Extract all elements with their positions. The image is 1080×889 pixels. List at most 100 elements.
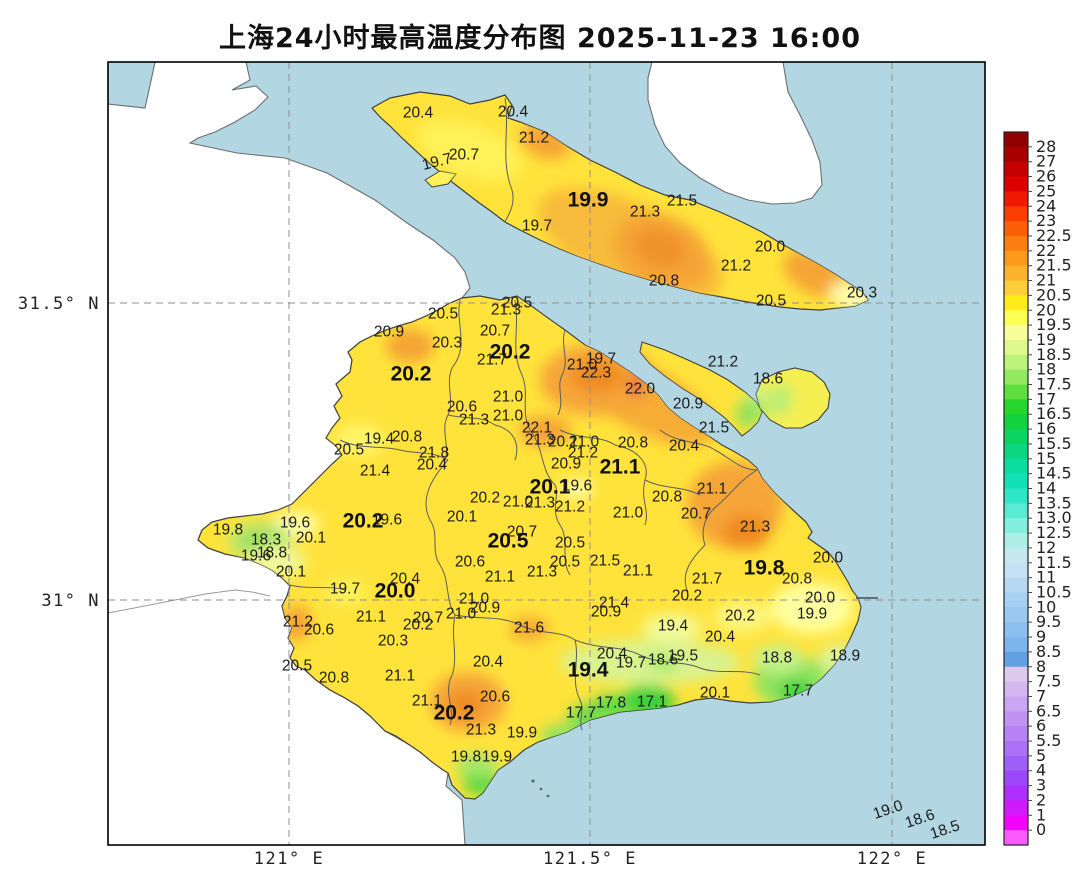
colorbar-segment <box>1004 592 1028 608</box>
colorbar-tick-label: 14.5 <box>1036 464 1072 483</box>
temp-label: 21.0 <box>493 408 524 425</box>
temp-label: 21.8 <box>419 445 449 462</box>
colorbar-segment <box>1004 547 1028 564</box>
temp-label: 21.7 <box>692 571 722 588</box>
colorbar-segment <box>1004 622 1028 638</box>
x-tick-label: 121.5° E <box>543 849 637 869</box>
changxing-island <box>639 341 763 437</box>
colorbar-tick-label: 15 <box>1036 449 1056 468</box>
temp-label: 20.4 <box>390 571 421 588</box>
temp-label: 20.4 <box>597 646 628 663</box>
map-frame <box>107 61 986 846</box>
temp-label: 21.0 <box>446 606 477 623</box>
colorbar-tick-label: 21 <box>1036 271 1056 290</box>
y-tick-label: 31° N <box>41 591 100 611</box>
temp-label: 21.3 <box>740 519 770 536</box>
temp-label: 21.3 <box>630 204 660 221</box>
colorbar-tick-label: 26 <box>1036 167 1056 186</box>
x-tick-label: 121° E <box>254 849 324 869</box>
temp-label: 20.7 <box>681 506 711 523</box>
colorbar-segment <box>1004 191 1028 207</box>
temp-label: 19.9 <box>507 725 537 742</box>
temp-label: 21.3 <box>527 564 557 581</box>
colorbar-segment <box>1004 206 1028 222</box>
temp-label: 21.1 <box>412 693 442 710</box>
temp-label: 20.4 <box>403 105 434 122</box>
colorbar-tick-label: 25 <box>1036 181 1056 200</box>
colorbar-tick-label: 5 <box>1036 746 1046 765</box>
temp-label: 19.6 <box>280 515 310 532</box>
temp-label: 21.3 <box>466 722 496 739</box>
temp-label: 20.0 <box>375 580 416 603</box>
temp-label: 21.2 <box>283 614 313 631</box>
temp-label: 21.1 <box>623 563 653 580</box>
colorbar-segment <box>1004 562 1028 579</box>
temp-label: 21.0 <box>567 357 598 374</box>
temp-label: 19.9 <box>568 189 609 212</box>
colorbar-segment <box>1004 384 1028 400</box>
temp-label: 17.8 <box>596 695 626 712</box>
colorbar-tick-label: 8 <box>1036 657 1046 676</box>
temp-label: 21.1 <box>697 481 727 498</box>
colorbar-tick-label: 13.5 <box>1036 493 1072 512</box>
colorbar-segment <box>1004 533 1028 549</box>
colorbar-segment <box>1004 295 1028 311</box>
temp-label: 17.7 <box>783 683 813 700</box>
temp-label: 17.7 <box>566 705 596 722</box>
temp-label: 19.8 <box>744 557 785 580</box>
temp-label: 21.3 <box>459 412 489 429</box>
colorbar-segment <box>1004 146 1028 163</box>
colorbar-segment <box>1004 354 1028 371</box>
temp-label: 19.6 <box>241 548 271 565</box>
colorbar-tick-label: 17 <box>1036 389 1056 408</box>
temp-label: 20.0 <box>805 590 836 607</box>
colorbar-segment <box>1004 577 1028 594</box>
station-temperature-labels: 20.4 20.421.220.719.719.9 21.521.319.720.0… <box>213 104 962 843</box>
temp-label: 21.5 <box>667 193 697 210</box>
colorbar-segment <box>1004 681 1028 698</box>
bay-islets <box>531 779 550 798</box>
temp-label: 20.0 <box>755 239 786 256</box>
temp-label: 20.0 <box>813 550 844 567</box>
temp-label: 20.3 <box>432 335 462 352</box>
colorbar-tick-label: 10.5 <box>1036 582 1072 601</box>
graticule <box>108 62 985 845</box>
temp-label: 21.2 <box>721 258 751 275</box>
temp-label: 21.4 <box>599 595 630 612</box>
colorbar-tick-label: 24 <box>1036 196 1056 215</box>
temp-label: 21.3 <box>491 302 521 319</box>
temp-label: 21.1 <box>385 668 415 685</box>
temp-label: 18.3 <box>251 532 281 549</box>
temp-label: 19.9 <box>797 606 827 623</box>
colorbar-segment <box>1004 830 1028 846</box>
colorbar-segment <box>1004 132 1028 148</box>
temp-label: 21.1 <box>485 569 515 586</box>
colorbar-segment <box>1004 325 1028 341</box>
temp-label: 21.0 <box>493 389 524 406</box>
colorbar-tick-label: 18 <box>1036 360 1056 379</box>
temp-label: 19.7 <box>420 150 453 174</box>
temp-label: 18.8 <box>257 545 287 562</box>
temp-label: 20.6 <box>447 399 477 416</box>
temp-label: 20.8 <box>392 429 422 446</box>
colorbar-segment <box>1004 161 1028 178</box>
temp-label: 20.6 <box>304 622 334 639</box>
colorbar-segment <box>1004 696 1028 712</box>
temp-label: 20.8 <box>618 435 648 452</box>
colorbar-tick-label: 22.5 <box>1036 226 1072 245</box>
colorbar-segment <box>1004 726 1028 742</box>
colorbar-segment <box>1004 339 1028 356</box>
temp-label: 20.6 <box>480 689 510 706</box>
colorbar-segment <box>1004 414 1028 430</box>
colorbar-segment <box>1004 221 1028 237</box>
colorbar-segment <box>1004 250 1028 267</box>
y-axis-labels: 31.5° N 31° N <box>18 294 100 611</box>
district-borders <box>289 97 761 731</box>
colorbar-tick-label: 21.5 <box>1036 256 1072 275</box>
temp-label: 20.8 <box>319 670 349 687</box>
colorbar-tick-label: 10 <box>1036 597 1056 616</box>
temp-label: 20.7 <box>449 147 479 164</box>
temp-label: 19.8 <box>451 749 481 766</box>
temp-label: 20.1 <box>447 509 477 526</box>
colorbar-segment <box>1004 637 1028 653</box>
